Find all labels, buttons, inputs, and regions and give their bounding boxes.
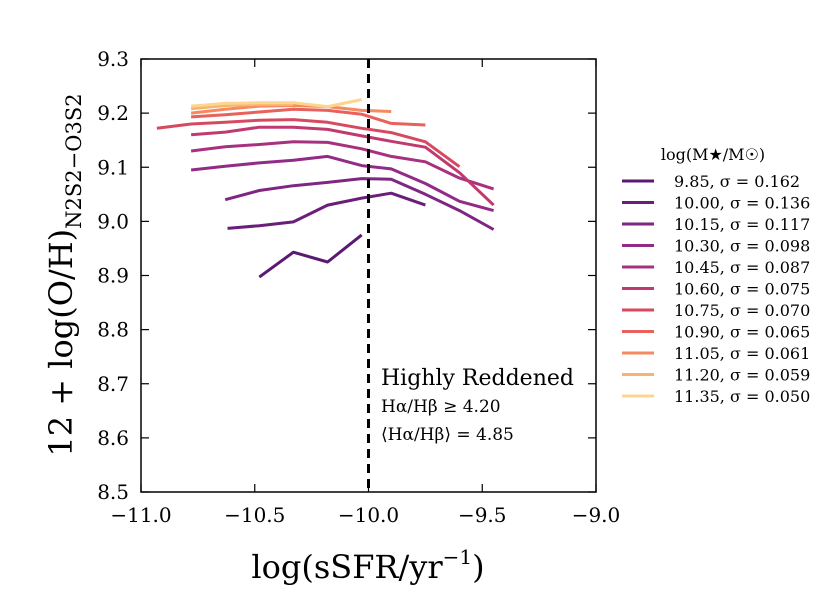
- series-line-1: [227, 191, 426, 230]
- y-tick-label: 9.1: [97, 155, 129, 179]
- x-axis-title: log(sSFR/yr−1): [251, 545, 484, 586]
- legend-entry: 9.85, σ = 0.162: [674, 172, 800, 191]
- x-axis-title-main: log(sSFR/yr: [251, 548, 443, 586]
- series-line-5: [190, 125, 495, 207]
- plot-area: [156, 98, 495, 279]
- x-tick-label: −9.5: [458, 503, 507, 527]
- series-line-3: [190, 154, 494, 213]
- y-tick-label: 9.0: [97, 209, 129, 233]
- y-tick-label: 9.3: [97, 47, 129, 71]
- legend: 9.85, σ = 0.162 10.00, σ = 0.136 10.15, σ …: [622, 172, 810, 406]
- x-tick-label: −9.0: [572, 503, 621, 527]
- x-axis-ticks: −11.0 −10.5 −10.0 −9.5 −9.0: [110, 59, 620, 527]
- y-axis-ticks: 8.5 8.6 8.7 8.8 8.9 9.0 9.1 9.2 9.3: [97, 47, 596, 504]
- y-tick-label: 8.7: [97, 372, 129, 396]
- legend-title: log(M★/M☉): [661, 145, 765, 164]
- y-tick-label: 8.6: [97, 426, 129, 450]
- y-tick-label: 8.8: [97, 318, 129, 342]
- series-line-7: [191, 107, 426, 127]
- x-tick-label: −10.5: [224, 503, 285, 527]
- series-line-9: [190, 103, 294, 111]
- legend-entry: 10.00, σ = 0.136: [674, 194, 810, 213]
- legend-entry: 10.15, σ = 0.117: [674, 215, 810, 234]
- y-tick-label: 8.5: [97, 480, 129, 504]
- y-axis-title-subscript: N2S2−O3S2: [62, 93, 86, 228]
- x-tick-label: −11.0: [110, 503, 171, 527]
- legend-entry: 10.45, σ = 0.087: [674, 258, 810, 277]
- legend-entry: 10.30, σ = 0.098: [674, 237, 810, 256]
- series-line-0: [258, 233, 363, 279]
- series-line-2: [224, 177, 495, 231]
- legend-entry: 10.60, σ = 0.075: [674, 280, 810, 299]
- x-axis-title-superscript: −1: [443, 545, 472, 569]
- legend-entry: 11.35, σ = 0.050: [674, 387, 810, 406]
- x-tick-label: −10.0: [338, 503, 399, 527]
- legend-entry: 11.20, σ = 0.059: [674, 366, 810, 385]
- y-axis-title-main: 12 + log(O/H): [42, 229, 80, 457]
- series-line-4: [190, 140, 495, 191]
- annotation-ratio-threshold: Hα/Hβ ≥ 4.20: [381, 397, 501, 417]
- annotation-title: Highly Reddened: [381, 366, 574, 391]
- legend-entry: 11.05, σ = 0.061: [674, 344, 810, 363]
- legend-entry: 10.90, σ = 0.065: [674, 323, 810, 342]
- legend-entry: 10.75, σ = 0.070: [674, 301, 810, 320]
- series-line-6: [156, 118, 461, 168]
- y-tick-label: 9.2: [97, 101, 129, 125]
- x-axis-title-close: ): [472, 548, 484, 586]
- series-line-10: [190, 98, 363, 109]
- y-tick-label: 8.9: [97, 264, 129, 288]
- y-axis-title: 12 + log(O/H)N2S2−O3S2: [42, 93, 86, 456]
- annotation-ratio-mean: ⟨Hα/Hβ⟩ = 4.85: [381, 425, 514, 445]
